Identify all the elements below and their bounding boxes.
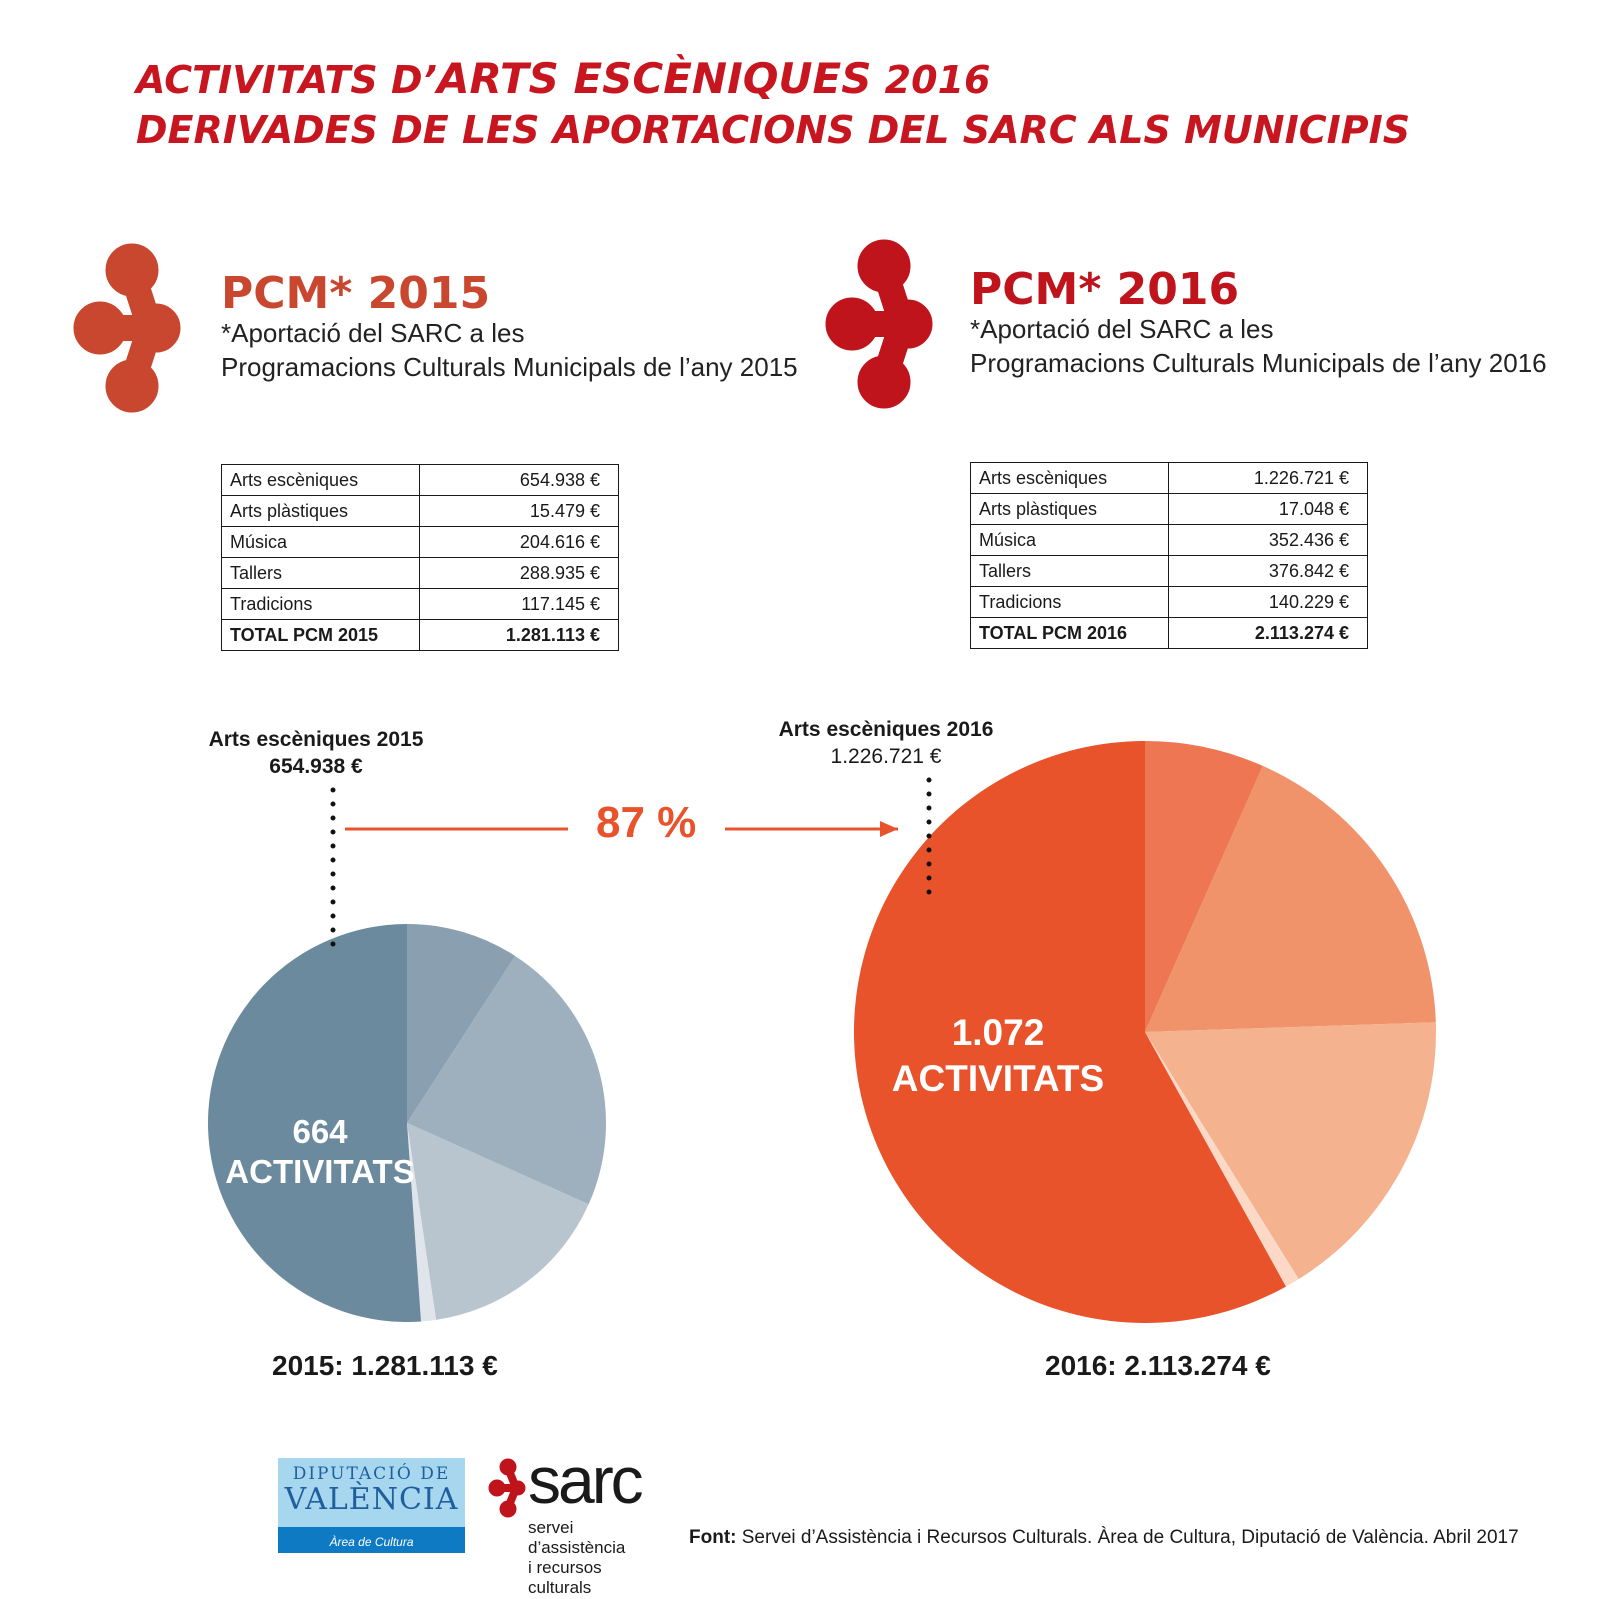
source-note: Font: Servei d’Assistència i Recursos Cu… bbox=[689, 1527, 1519, 1549]
callout-2016-label: Arts escèniques 2016 bbox=[778, 718, 994, 741]
callout-2015: Arts escèniques 2015 654.938 € bbox=[166, 726, 466, 780]
title-line-2: DERIVADES DE LES APORTACIONS DEL SARC AL… bbox=[136, 108, 1411, 152]
table-cell-label: Arts escèniques bbox=[221, 464, 420, 496]
pie-2015-slice-tradicions bbox=[407, 924, 516, 1123]
pie-2016-label: 1.072 ACTIVITATS bbox=[878, 1010, 1118, 1102]
pie-2015-slice-musica bbox=[407, 1123, 589, 1320]
table-cell-label: Arts plàstiques bbox=[221, 495, 420, 527]
table-cell-label: TOTAL PCM 2015 bbox=[221, 619, 420, 651]
pcm-2015-logo-icon bbox=[73, 243, 181, 413]
table-cell-label: TOTAL PCM 2016 bbox=[970, 617, 1169, 649]
pie-2016-slice-tradicions bbox=[1145, 741, 1263, 1032]
total-2015: 2015: 1.281.113 € bbox=[272, 1350, 498, 1381]
table-cell-label: Música bbox=[221, 526, 420, 558]
title-strong: ARTS ESCÈNIQUES bbox=[436, 54, 872, 103]
pcm-2015-sub1: *Aportació del SARC a les bbox=[221, 318, 525, 348]
pie-2016-slice-arts-plastiques bbox=[1145, 1032, 1299, 1287]
callout-2016-value: 1.226.721 € bbox=[830, 745, 942, 768]
callout-2015-value: 654.938 € bbox=[269, 755, 363, 778]
sarc-logo-icon bbox=[488, 1458, 526, 1518]
pie-2015-slice-arts-plastiques bbox=[407, 1123, 437, 1322]
table-cell-value: 352.436 € bbox=[1168, 524, 1368, 556]
pcm-2015-subtitle: *Aportació del SARC a les Programacions … bbox=[221, 316, 798, 384]
pie-chart-2016 bbox=[854, 741, 1436, 1323]
dip-logo-line2: VALÈNCIA bbox=[284, 1482, 459, 1517]
pcm-2016-heading: PCM* 2016 bbox=[970, 264, 1240, 315]
table-cell-value: 376.842 € bbox=[1168, 555, 1368, 587]
growth-percentage: 87 % bbox=[596, 798, 697, 847]
pcm-2016-sub1: *Aportació del SARC a les bbox=[970, 314, 1274, 344]
callout-2015-label: Arts escèniques 2015 bbox=[208, 728, 424, 751]
table-row: Música 352.436 € bbox=[970, 524, 1368, 556]
sarc-logo: sarc servei d’assistència i recursos cul… bbox=[488, 1443, 668, 1597]
table-row: Tradicions 117.145 € bbox=[221, 588, 619, 620]
growth-arrow-icon bbox=[880, 821, 898, 837]
table-cell-value: 1.226.721 € bbox=[1168, 462, 1368, 494]
table-total-row: TOTAL PCM 2015 1.281.113 € bbox=[221, 619, 619, 651]
table-row: Arts plàstiques 15.479 € bbox=[221, 495, 619, 527]
pcm-2015-heading: PCM* 2015 bbox=[221, 268, 491, 319]
pie-2015-unit: ACTIVITATS bbox=[225, 1153, 415, 1190]
table-row: Tradicions 140.229 € bbox=[970, 586, 1368, 618]
title-suffix: 2016 bbox=[871, 58, 991, 102]
pcm-2015-sub2: Programacions Culturals Municipals de l’… bbox=[221, 352, 798, 382]
table-cell-value: 17.048 € bbox=[1168, 493, 1368, 525]
table-cell-value: 204.616 € bbox=[419, 526, 619, 558]
pie-2016-count: 1.072 bbox=[951, 1012, 1045, 1053]
table-cell-value: 117.145 € bbox=[419, 588, 619, 620]
title-prefix: ACTIVITATS D’ bbox=[136, 58, 437, 102]
sarc-subtitle: servei d’assistència i recursos cultural… bbox=[528, 1518, 668, 1598]
table-row: Tallers 376.842 € bbox=[970, 555, 1368, 587]
table-cell-value: 654.938 € bbox=[419, 464, 619, 496]
table-cell-label: Tallers bbox=[221, 557, 420, 589]
pie-2016-unit: ACTIVITATS bbox=[891, 1058, 1105, 1099]
table-cell-value: 1.281.113 € bbox=[419, 619, 619, 651]
table-row: Arts escèniques 1.226.721 € bbox=[970, 462, 1368, 494]
pcm-2015-table: Arts escèniques 654.938 € Arts plàstiques… bbox=[221, 464, 619, 651]
pie-2016-slice-tallers bbox=[1145, 765, 1436, 1032]
pcm-2016-subtitle: *Aportació del SARC a les Programacions … bbox=[970, 312, 1547, 380]
sarc-wordmark: sarc bbox=[528, 1443, 644, 1517]
pcm-2016-sub2: Programacions Culturals Municipals de l’… bbox=[970, 348, 1547, 378]
diputacio-valencia-logo: DIPUTACIÓ DE VALÈNCIA Àrea de Cultura bbox=[278, 1458, 465, 1553]
table-total-row: TOTAL PCM 2016 2.113.274 € bbox=[970, 617, 1368, 649]
pie-2015-slice-tallers bbox=[407, 955, 607, 1205]
source-text: Servei d’Assistència i Recursos Cultural… bbox=[736, 1527, 1519, 1548]
pie-2015-label: 664 ACTIVITATS bbox=[215, 1112, 425, 1192]
pie-2016-slice-musica bbox=[1145, 1022, 1436, 1280]
table-cell-value: 140.229 € bbox=[1168, 586, 1368, 618]
dip-logo-line3: Àrea de Cultura bbox=[329, 1535, 414, 1549]
pie-2015-slice-arts-esceniques bbox=[208, 924, 422, 1322]
callout-2016: Arts escèniques 2016 1.226.721 € bbox=[736, 716, 1036, 770]
pcm-2016-table: Arts escèniques 1.226.721 € Arts plàstiqu… bbox=[970, 462, 1368, 649]
title-line-1: ACTIVITATS D’ARTS ESCÈNIQUES 2016 bbox=[136, 54, 1410, 105]
sarc-sub1: servei d’assistència bbox=[528, 1518, 626, 1557]
table-row: Música 204.616 € bbox=[221, 526, 619, 558]
total-2016: 2016: 2.113.274 € bbox=[1045, 1350, 1271, 1381]
table-cell-label: Arts plàstiques bbox=[970, 493, 1169, 525]
pie-chart-2015 bbox=[208, 924, 607, 1322]
table-cell-value: 2.113.274 € bbox=[1168, 617, 1368, 649]
pcm-2016-logo-icon bbox=[825, 239, 933, 409]
table-cell-label: Música bbox=[970, 524, 1169, 556]
table-cell-label: Tradicions bbox=[970, 586, 1169, 618]
pie-2016-slice-arts-esceniques bbox=[854, 741, 1286, 1323]
table-cell-value: 15.479 € bbox=[419, 495, 619, 527]
sarc-sub2: i recursos culturals bbox=[528, 1558, 602, 1597]
table-row: Arts escèniques 654.938 € bbox=[221, 464, 619, 496]
pie-2015-count: 664 bbox=[292, 1113, 348, 1150]
table-row: Tallers 288.935 € bbox=[221, 557, 619, 589]
dip-logo-line1: DIPUTACIÓ DE bbox=[292, 1464, 451, 1484]
page-title: ACTIVITATS D’ARTS ESCÈNIQUES 2016 DERIVA… bbox=[136, 54, 1410, 155]
source-key: Font: bbox=[689, 1527, 737, 1548]
table-row: Arts plàstiques 17.048 € bbox=[970, 493, 1368, 525]
